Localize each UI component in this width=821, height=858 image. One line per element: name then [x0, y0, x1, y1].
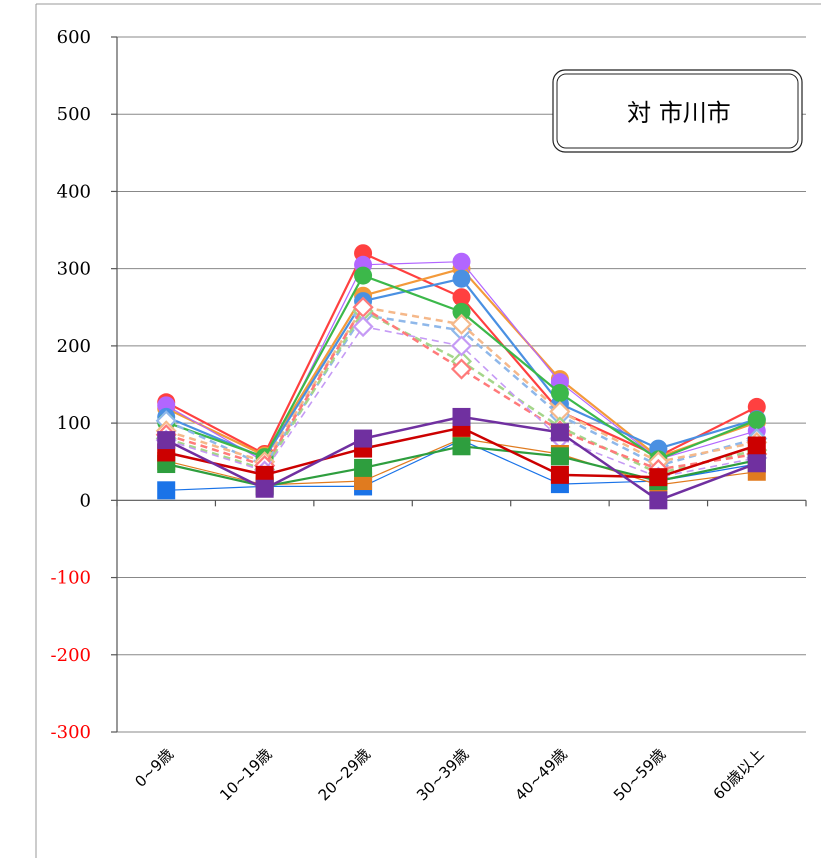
- y-tick-label: -100: [51, 568, 91, 589]
- data-point: [747, 397, 766, 416]
- data-point: [452, 407, 471, 426]
- data-point: [354, 429, 373, 448]
- data-point: [450, 335, 473, 357]
- y-tick-label: 400: [57, 181, 91, 202]
- data-point: [450, 313, 473, 335]
- data-point: [157, 431, 176, 450]
- data-point: [550, 465, 569, 484]
- data-point: [354, 266, 373, 285]
- y-tick-label: 500: [57, 104, 91, 125]
- y-tick-label: 100: [57, 413, 91, 434]
- data-point: [452, 302, 471, 321]
- axes: [111, 36, 807, 733]
- y-tick-label: -200: [51, 645, 91, 666]
- x-category-label: 60歳以上: [710, 745, 768, 803]
- data-point: [747, 436, 766, 455]
- y-tick-label: 300: [57, 259, 91, 280]
- data-point: [747, 411, 766, 430]
- data-point: [550, 383, 569, 402]
- title-box: 対 市川市: [552, 69, 803, 153]
- y-tick-label: 200: [57, 336, 91, 357]
- x-axis-category-labels: 0~9歳 10~19歳 20~29歳 30~39歳 40~49歳 50~59歳 60歳以上: [131, 745, 767, 804]
- y-tick-label: 0: [80, 490, 91, 511]
- data-point: [550, 423, 569, 442]
- data-point: [649, 491, 668, 510]
- data-point: [452, 252, 471, 271]
- data-series: [155, 244, 768, 510]
- data-point: [255, 465, 274, 484]
- y-tick-label: -300: [51, 722, 91, 743]
- x-category-label: 20~29歳: [315, 745, 374, 804]
- series-14: [157, 418, 766, 487]
- chart-title: 対 市川市: [627, 99, 731, 127]
- data-point: [452, 437, 471, 456]
- x-category-label: 10~19歳: [216, 745, 275, 804]
- data-point: [157, 481, 176, 500]
- data-point: [450, 358, 473, 380]
- x-category-label: 0~9歳: [131, 745, 177, 791]
- x-category-label: 30~39歳: [413, 745, 472, 804]
- chart-frame-border: [35, 3, 821, 858]
- y-axis-tick-labels: 600 500 400 300 200 100 0 -100 -200 -300: [51, 27, 91, 743]
- x-category-label: 50~59歳: [610, 745, 669, 804]
- data-point: [747, 454, 766, 473]
- data-point: [352, 316, 374, 338]
- data-point: [354, 458, 373, 477]
- data-point: [452, 288, 471, 307]
- title-box-inner: [556, 73, 799, 149]
- x-category-label: 40~49歳: [512, 745, 571, 804]
- series-15: [157, 407, 766, 510]
- data-point: [550, 447, 569, 466]
- data-point: [649, 468, 668, 487]
- title-box-outer: [552, 69, 803, 153]
- data-point: [255, 479, 274, 498]
- data-point: [452, 269, 471, 288]
- y-tick-label: 600: [57, 27, 91, 48]
